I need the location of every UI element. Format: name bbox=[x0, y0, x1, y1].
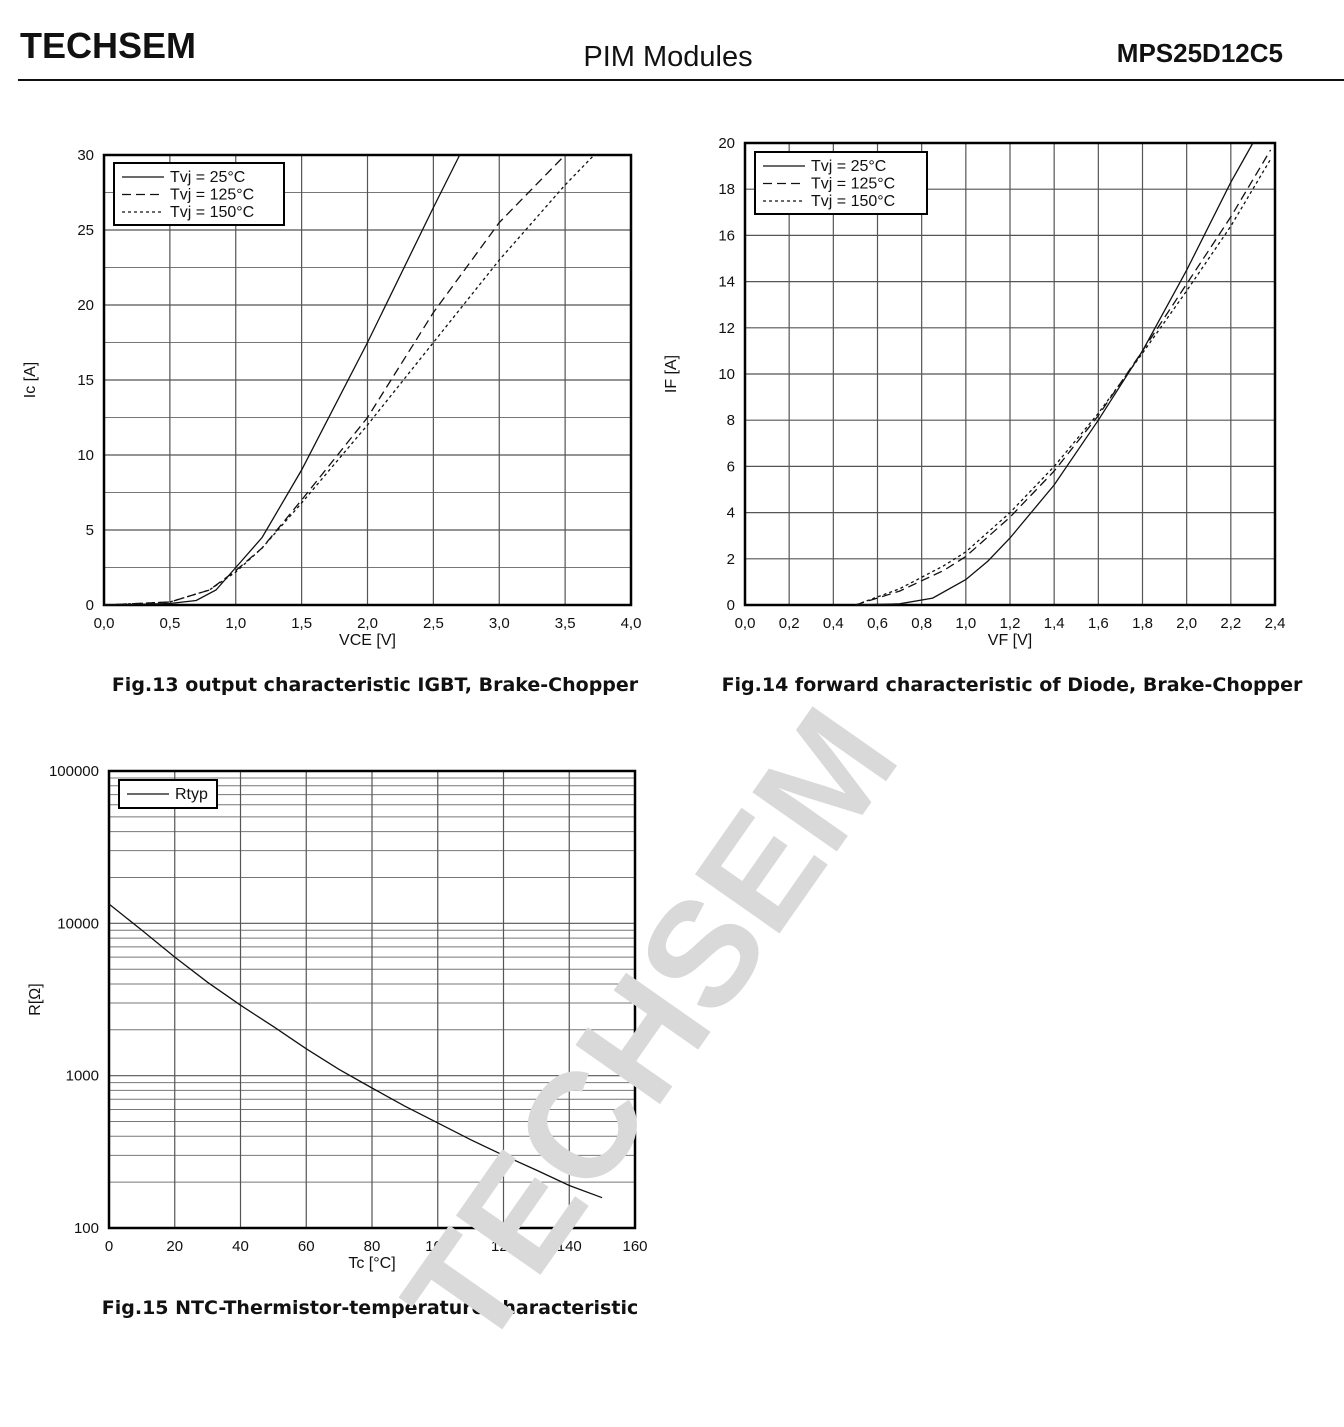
y-tick-label: 18 bbox=[718, 181, 735, 198]
legend-label: Rtyp bbox=[175, 786, 208, 803]
legend-label: Tvj = 150°C bbox=[170, 204, 254, 221]
legend-label: Tvj = 25°C bbox=[170, 169, 245, 186]
x-tick-label: 0,8 bbox=[911, 615, 932, 632]
y-tick-label: 100 bbox=[74, 1220, 99, 1237]
x-tick-label: 1,5 bbox=[291, 615, 312, 632]
x-tick-label: 0,2 bbox=[779, 615, 800, 632]
x-tick-label: 2,0 bbox=[357, 615, 378, 632]
x-tick-label: 4,0 bbox=[621, 615, 642, 632]
y-tick-label: 25 bbox=[77, 222, 94, 239]
x-tick-label: 2,4 bbox=[1265, 615, 1286, 632]
x-tick-label: 3,0 bbox=[489, 615, 510, 632]
y-tick-label: 0 bbox=[727, 597, 735, 614]
y-tick-label: 12 bbox=[718, 320, 735, 337]
y-axis-label: R[Ω] bbox=[27, 983, 44, 1015]
x-tick-label: 0,5 bbox=[159, 615, 180, 632]
y-tick-label: 15 bbox=[77, 372, 94, 389]
legend-label: Tvj = 150°C bbox=[811, 193, 895, 210]
y-tick-label: 16 bbox=[718, 227, 735, 244]
watermark: TECHSEM bbox=[371, 679, 929, 1376]
series-line bbox=[855, 158, 1272, 606]
figure-caption: Fig.15 NTC-Thermistor-temperature charac… bbox=[102, 1297, 638, 1319]
x-axis-label: Tc [°C] bbox=[348, 1255, 395, 1272]
legend-label: Tvj = 125°C bbox=[811, 176, 895, 193]
plot-frame bbox=[107, 769, 637, 1230]
y-tick-label: 5 bbox=[86, 522, 94, 539]
x-tick-label: 160 bbox=[622, 1238, 647, 1255]
y-tick-label: 20 bbox=[718, 135, 735, 152]
x-tick-label: 1,6 bbox=[1088, 615, 1109, 632]
legend-label: Tvj = 25°C bbox=[811, 158, 886, 175]
brand: TECHSEM bbox=[20, 25, 196, 66]
y-tick-label: 8 bbox=[727, 412, 735, 429]
x-tick-label: 20 bbox=[166, 1238, 183, 1255]
x-tick-label: 40 bbox=[232, 1238, 249, 1255]
y-axis-label: Ic [A] bbox=[22, 362, 39, 398]
x-tick-label: 1,8 bbox=[1132, 615, 1153, 632]
y-tick-label: 6 bbox=[727, 458, 735, 475]
series-line bbox=[855, 149, 1272, 606]
figure-caption: Fig.14 forward characteristic of Diode, … bbox=[722, 674, 1303, 696]
x-tick-label: 0,0 bbox=[735, 615, 756, 632]
x-tick-label: 80 bbox=[364, 1238, 381, 1255]
figure-caption: Fig.13 output characteristic IGBT, Brake… bbox=[112, 674, 639, 696]
x-tick-label: 0,4 bbox=[823, 615, 844, 632]
y-tick-label: 1000 bbox=[66, 1068, 99, 1085]
x-tick-label: 3,5 bbox=[555, 615, 576, 632]
plot-frame bbox=[743, 141, 1277, 607]
y-tick-label: 0 bbox=[86, 597, 94, 614]
series-line bbox=[855, 142, 1254, 606]
x-tick-label: 0,0 bbox=[94, 615, 115, 632]
y-tick-label: 30 bbox=[77, 147, 94, 164]
doc-category: PIM Modules bbox=[583, 41, 752, 73]
y-tick-label: 10000 bbox=[57, 915, 99, 932]
y-tick-label: 10 bbox=[77, 447, 94, 464]
x-tick-label: 1,4 bbox=[1044, 615, 1065, 632]
plot-frame bbox=[102, 153, 633, 607]
series-line bbox=[108, 903, 603, 1199]
series-line bbox=[103, 154, 595, 606]
x-tick-label: 140 bbox=[557, 1238, 582, 1255]
x-tick-label: 0 bbox=[105, 1238, 113, 1255]
x-tick-label: 100 bbox=[425, 1238, 450, 1255]
y-tick-label: 2 bbox=[727, 551, 735, 568]
y-tick-label: 4 bbox=[727, 505, 735, 522]
y-tick-label: 14 bbox=[718, 274, 735, 291]
legend-label: Tvj = 125°C bbox=[170, 187, 254, 204]
x-tick-label: 1,0 bbox=[225, 615, 246, 632]
y-tick-label: 100000 bbox=[49, 763, 99, 780]
y-axis-label: IF [A] bbox=[663, 355, 680, 393]
x-tick-label: 0,6 bbox=[867, 615, 888, 632]
x-tick-label: 2,5 bbox=[423, 615, 444, 632]
x-tick-label: 1,2 bbox=[1000, 615, 1021, 632]
x-tick-label: 60 bbox=[298, 1238, 315, 1255]
part-number: MPS25D12C5 bbox=[1117, 38, 1283, 68]
x-axis-label: VF [V] bbox=[988, 632, 1032, 649]
y-tick-label: 10 bbox=[718, 366, 735, 383]
x-axis-label: VCE [V] bbox=[339, 632, 396, 649]
series-line bbox=[103, 154, 461, 606]
x-tick-label: 2,2 bbox=[1220, 615, 1241, 632]
x-tick-label: 2,0 bbox=[1176, 615, 1197, 632]
y-tick-label: 20 bbox=[77, 297, 94, 314]
x-tick-label: 120 bbox=[491, 1238, 516, 1255]
x-tick-label: 1,0 bbox=[955, 615, 976, 632]
